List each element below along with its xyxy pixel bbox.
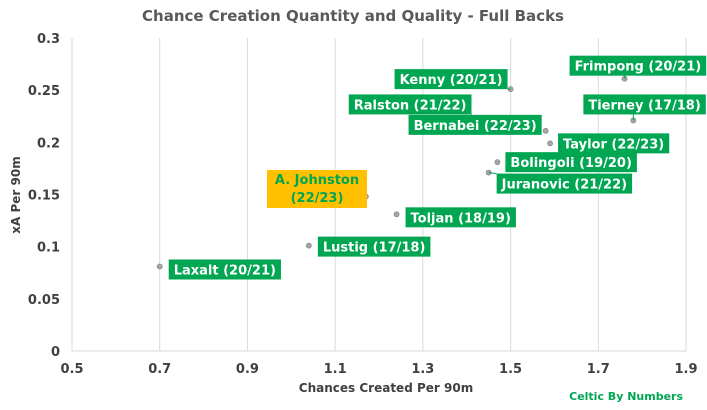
leader-line <box>362 184 367 195</box>
y-tick-label: 0.25 <box>28 84 60 99</box>
data-point <box>494 159 501 166</box>
data-label-box <box>317 236 431 257</box>
chart-title: Chance Creation Quantity and Quality - F… <box>142 7 564 25</box>
data-label-box <box>408 114 542 135</box>
data-label: Ralston (21/22) <box>348 94 476 121</box>
data-label-box <box>394 69 508 90</box>
data-point <box>156 263 163 270</box>
y-tick-label: 0.15 <box>28 189 60 204</box>
x-axis-ticks: 0.5 0.7 0.9 1.1 1.3 1.5 1.7 1.9 <box>60 362 697 377</box>
data-label: Tierney (17/18) <box>583 94 706 121</box>
x-tick-label: 1.5 <box>499 362 522 377</box>
data-label-text: Laxalt (20/21) <box>174 263 276 278</box>
data-label-box <box>583 94 706 115</box>
credit-text: Celtic By Numbers <box>569 390 683 403</box>
y-tick-label: 0.2 <box>37 136 60 151</box>
data-label-text: Ralston (21/22) <box>354 98 467 113</box>
x-tick-label: 1.1 <box>324 362 347 377</box>
x-tick-label: 1.3 <box>411 362 434 377</box>
grid-lines <box>71 38 687 352</box>
data-label: Bernabei (22/23) <box>408 114 542 135</box>
data-label: Kenny (20/21) <box>394 69 511 90</box>
y-tick-label: 0.05 <box>28 293 60 308</box>
y-tick-label: 0.1 <box>37 241 60 256</box>
data-label: A. Johnston (22/23) <box>267 170 367 208</box>
data-label-box <box>496 173 633 194</box>
leader-line <box>488 172 497 175</box>
data-label-text: Tierney (17/18) <box>588 98 700 113</box>
data-point <box>305 242 312 249</box>
data-point <box>547 140 553 147</box>
data-label: Juranovic (21/22) <box>488 172 633 194</box>
y-tick-label: 0.3 <box>37 32 60 47</box>
data-label: Frimpong (20/21) <box>569 55 707 79</box>
data-label-text: Frimpong (20/21) <box>575 60 702 75</box>
y-tick-label: 0 <box>51 345 60 360</box>
data-label: Toljan (18/19) <box>405 207 516 228</box>
data-label: Taylor (22/23) <box>558 133 670 154</box>
data-label-text: Lustig (17/18) <box>323 241 426 256</box>
y-axis-ticks: 0 0.05 0.1 0.15 0.2 0.25 0.3 <box>28 32 60 360</box>
x-tick-label: 0.9 <box>236 362 259 377</box>
data-label-box <box>505 152 637 173</box>
data-labels: Laxalt (20/21) Lustig (17/18) A. Johnston (… <box>168 55 707 280</box>
data-label-text: Kenny (20/21) <box>400 73 503 88</box>
x-tick-label: 1.7 <box>587 362 610 377</box>
data-point <box>393 211 400 218</box>
data-label: Laxalt (20/21) <box>168 259 281 280</box>
data-label-text: Taylor (22/23) <box>563 137 664 152</box>
data-label-text: Juranovic (21/22) <box>501 178 627 193</box>
data-label: Bolingoli (19/20) <box>505 152 637 173</box>
data-label-box <box>405 207 516 228</box>
data-label-text: Bolingoli (19/20) <box>510 156 632 171</box>
data-point <box>542 127 549 134</box>
x-tick-label: 0.5 <box>60 362 83 377</box>
data-label: Lustig (17/18) <box>317 236 431 257</box>
x-tick-label: 0.7 <box>148 362 171 377</box>
data-label-box <box>267 170 367 208</box>
data-label-box <box>558 133 670 154</box>
data-label-text: Bernabei (22/23) <box>414 119 537 134</box>
y-axis-title: xA Per 90m <box>9 156 23 233</box>
data-label-text: (22/23) <box>291 191 344 206</box>
data-label-box <box>348 94 472 115</box>
data-label-text: Toljan (18/19) <box>411 211 511 226</box>
x-axis-title: Chances Created Per 90m <box>299 381 473 395</box>
data-label-text: A. Johnston <box>275 173 359 188</box>
x-tick-label: 1.9 <box>674 362 697 377</box>
data-label-box <box>168 259 281 280</box>
data-label-box <box>569 55 707 76</box>
